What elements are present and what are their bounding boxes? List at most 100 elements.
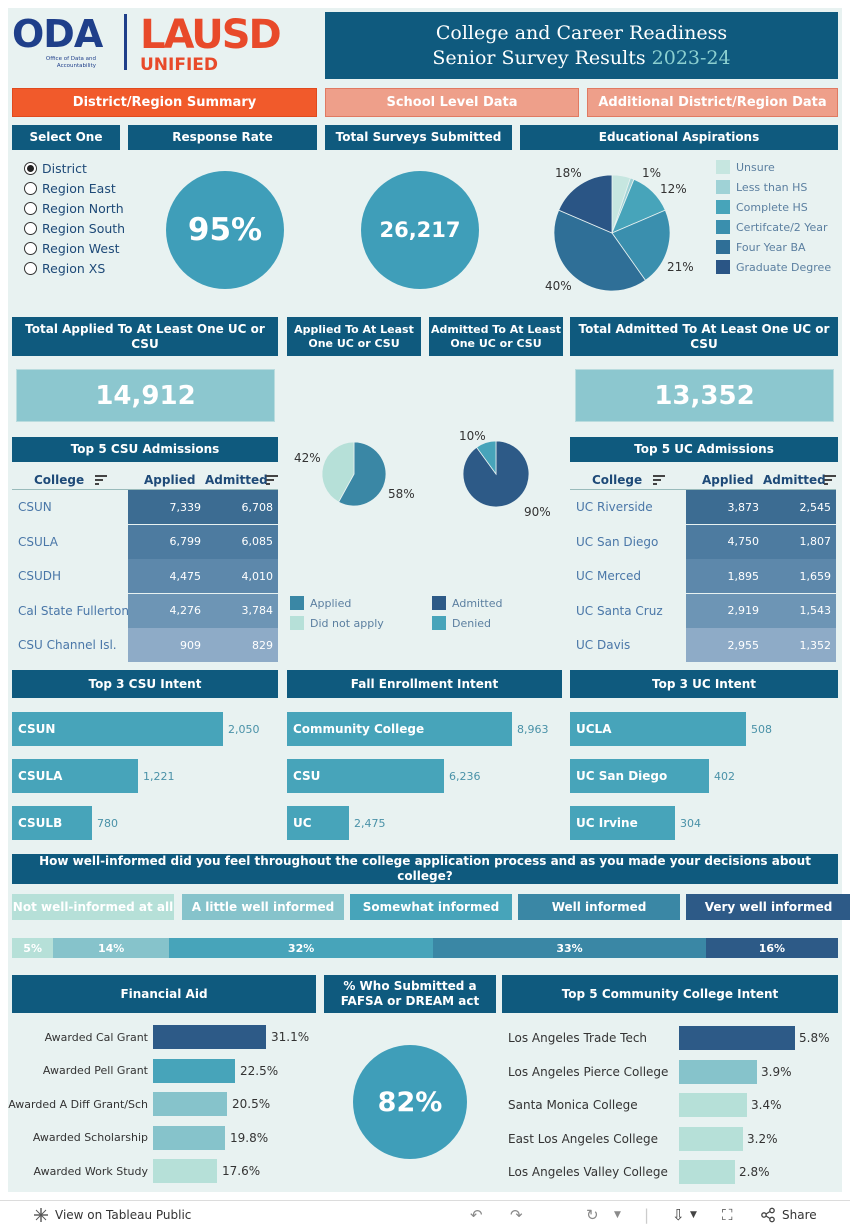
fullscreen-icon[interactable]: ⛶ xyxy=(722,1205,733,1224)
pie-slice-applied[interactable] xyxy=(338,441,387,507)
financial-aid-bar[interactable] xyxy=(153,1058,235,1083)
cell-college: Cal State Fullerton xyxy=(18,603,129,618)
informed-category[interactable]: A little well informed xyxy=(182,894,344,920)
table-row[interactable]: CSULA 6,799 6,085 xyxy=(12,524,278,559)
community-college-bar[interactable] xyxy=(679,1026,795,1050)
region-radio-region-east[interactable]: Region East xyxy=(24,179,116,197)
financial-aid-value: 17.6% xyxy=(222,1164,261,1178)
tab-district-region-summary[interactable]: District/Region Summary xyxy=(12,88,317,117)
informed-segment[interactable]: 33% xyxy=(433,938,706,958)
financial-aid-bar[interactable] xyxy=(153,1159,217,1183)
table-row[interactable]: UC Davis 2,955 1,352 xyxy=(570,628,836,662)
informed-segment[interactable]: 14% xyxy=(53,938,169,958)
table-row[interactable]: CSUDH 4,475 4,010 xyxy=(12,559,278,593)
col-header-applied[interactable]: Applied xyxy=(702,473,754,487)
table-row[interactable]: CSUN 7,339 6,708 xyxy=(12,490,278,524)
cell-applied: 1,895 xyxy=(686,559,764,593)
legend-text: Four Year BA xyxy=(736,240,806,254)
pie-slice-did-not-apply[interactable] xyxy=(321,441,355,503)
table-row[interactable]: UC San Diego 4,750 1,807 xyxy=(570,524,836,559)
title-line1: College and Career Readiness xyxy=(435,21,728,44)
pie-slice-graduate-degree[interactable] xyxy=(558,174,613,234)
oda-logo-subtitle: Office of Data and Accountability xyxy=(45,56,96,69)
admitted-pie-label-denied: 10% xyxy=(459,429,486,443)
intent-bar[interactable]: UC San Diego xyxy=(570,759,709,793)
intent-bar[interactable]: Community College xyxy=(287,712,512,746)
intent-bar[interactable]: CSULA xyxy=(12,759,138,793)
col-header-applied[interactable]: Applied xyxy=(144,473,196,487)
lausd-logo-lettering: LAUSD xyxy=(140,12,282,58)
col-header-admitted[interactable]: Admitted xyxy=(763,473,826,487)
aspirations-legend-item: Graduate Degree xyxy=(716,260,831,274)
pie-slice-certificate[interactable] xyxy=(611,209,671,281)
table-row[interactable]: Cal State Fullerton 4,276 3,784 xyxy=(12,593,278,628)
community-college-label: Los Angeles Valley College xyxy=(508,1165,668,1179)
admitted-pie-label-admitted: 90% xyxy=(524,505,551,519)
sort-icon[interactable] xyxy=(653,475,665,485)
view-on-tableau-link[interactable]: View on Tableau Public xyxy=(33,1201,191,1227)
financial-aid-bar[interactable] xyxy=(153,1092,227,1116)
aspirations-legend-item: Four Year BA xyxy=(716,240,806,254)
table-row[interactable]: UC Santa Cruz 2,919 1,543 xyxy=(570,593,836,628)
intent-bar[interactable]: CSULB xyxy=(12,806,92,840)
fall-intent-header: Fall Enrollment Intent xyxy=(287,670,562,698)
download-dropdown-icon[interactable]: ▼ xyxy=(690,1209,697,1220)
financial-aid-value: 20.5% xyxy=(232,1097,271,1111)
intent-bar[interactable]: CSUN xyxy=(12,712,223,746)
cell-admitted: 6,085 xyxy=(206,524,278,559)
pie-slice-four-year-ba[interactable] xyxy=(553,209,647,292)
community-college-bar[interactable] xyxy=(679,1126,743,1151)
legend-text: Less than HS xyxy=(736,180,808,194)
download-icon[interactable]: ⇩ xyxy=(672,1205,685,1224)
region-radio-district[interactable]: District xyxy=(24,159,87,177)
informed-category[interactable]: Somewhat informed xyxy=(350,894,512,920)
share-text: Share xyxy=(782,1207,817,1222)
cell-college: CSUDH xyxy=(18,569,62,583)
col-header-college[interactable]: College xyxy=(34,473,85,487)
intent-bar[interactable]: CSU xyxy=(287,759,444,793)
radio-label: Region North xyxy=(42,200,124,216)
col-header-college[interactable]: College xyxy=(592,473,643,487)
legend-denied-swatch xyxy=(432,616,446,630)
revert-icon[interactable]: ↻ xyxy=(586,1205,599,1224)
cell-applied: 4,750 xyxy=(686,524,764,559)
col-header-admitted[interactable]: Admitted xyxy=(205,473,268,487)
intent-bar-value: 304 xyxy=(680,816,701,830)
intent-bar[interactable]: UCLA xyxy=(570,712,746,746)
tab-school-level-data[interactable]: School Level Data xyxy=(325,88,579,117)
informed-segment[interactable]: 32% xyxy=(168,938,434,958)
pie-slice-denied[interactable] xyxy=(476,440,497,476)
share-button[interactable]: Share xyxy=(760,1201,817,1227)
sort-icon[interactable] xyxy=(266,475,278,485)
community-college-bar[interactable] xyxy=(679,1160,735,1184)
intent-bar-value: 2,050 xyxy=(228,722,260,736)
sort-icon[interactable] xyxy=(95,475,107,485)
informed-category[interactable]: Not well-informed at all xyxy=(12,894,174,920)
undo-icon[interactable]: ↶ xyxy=(470,1205,483,1224)
informed-segment[interactable]: 16% xyxy=(705,938,838,958)
financial-aid-bar[interactable] xyxy=(153,1125,225,1150)
intent-bar[interactable]: UC Irvine xyxy=(570,806,675,840)
region-radio-region-south[interactable]: Region South xyxy=(24,219,125,237)
informed-segment[interactable]: 5% xyxy=(12,938,54,958)
intent-bar[interactable]: UC xyxy=(287,806,349,840)
legend-admitted: Admitted xyxy=(432,596,502,610)
title-line2: Senior Survey Results 2023-24 xyxy=(432,46,730,71)
asp-label-4: 40% xyxy=(545,279,572,293)
table-row[interactable]: CSU Channel Isl. 909 829 xyxy=(12,628,278,662)
revert-dropdown-icon[interactable]: ▼ xyxy=(614,1209,621,1220)
community-college-bar[interactable] xyxy=(679,1059,757,1084)
table-row[interactable]: UC Merced 1,895 1,659 xyxy=(570,559,836,593)
informed-category[interactable]: Well informed xyxy=(518,894,680,920)
sort-icon[interactable] xyxy=(824,475,836,485)
redo-icon[interactable]: ↷ xyxy=(510,1205,523,1224)
financial-aid-bar[interactable] xyxy=(153,1025,266,1049)
radio-label: Region West xyxy=(42,240,120,256)
region-radio-region-xs[interactable]: Region XS xyxy=(24,259,105,277)
informed-category[interactable]: Very well informed xyxy=(686,894,850,920)
region-radio-region-west[interactable]: Region West xyxy=(24,239,120,257)
region-radio-region-north[interactable]: Region North xyxy=(24,199,124,217)
table-row[interactable]: UC Riverside 3,873 2,545 xyxy=(570,490,836,524)
community-college-bar[interactable] xyxy=(679,1093,747,1117)
tab-additional-district-region-data[interactable]: Additional District/Region Data xyxy=(587,88,838,117)
